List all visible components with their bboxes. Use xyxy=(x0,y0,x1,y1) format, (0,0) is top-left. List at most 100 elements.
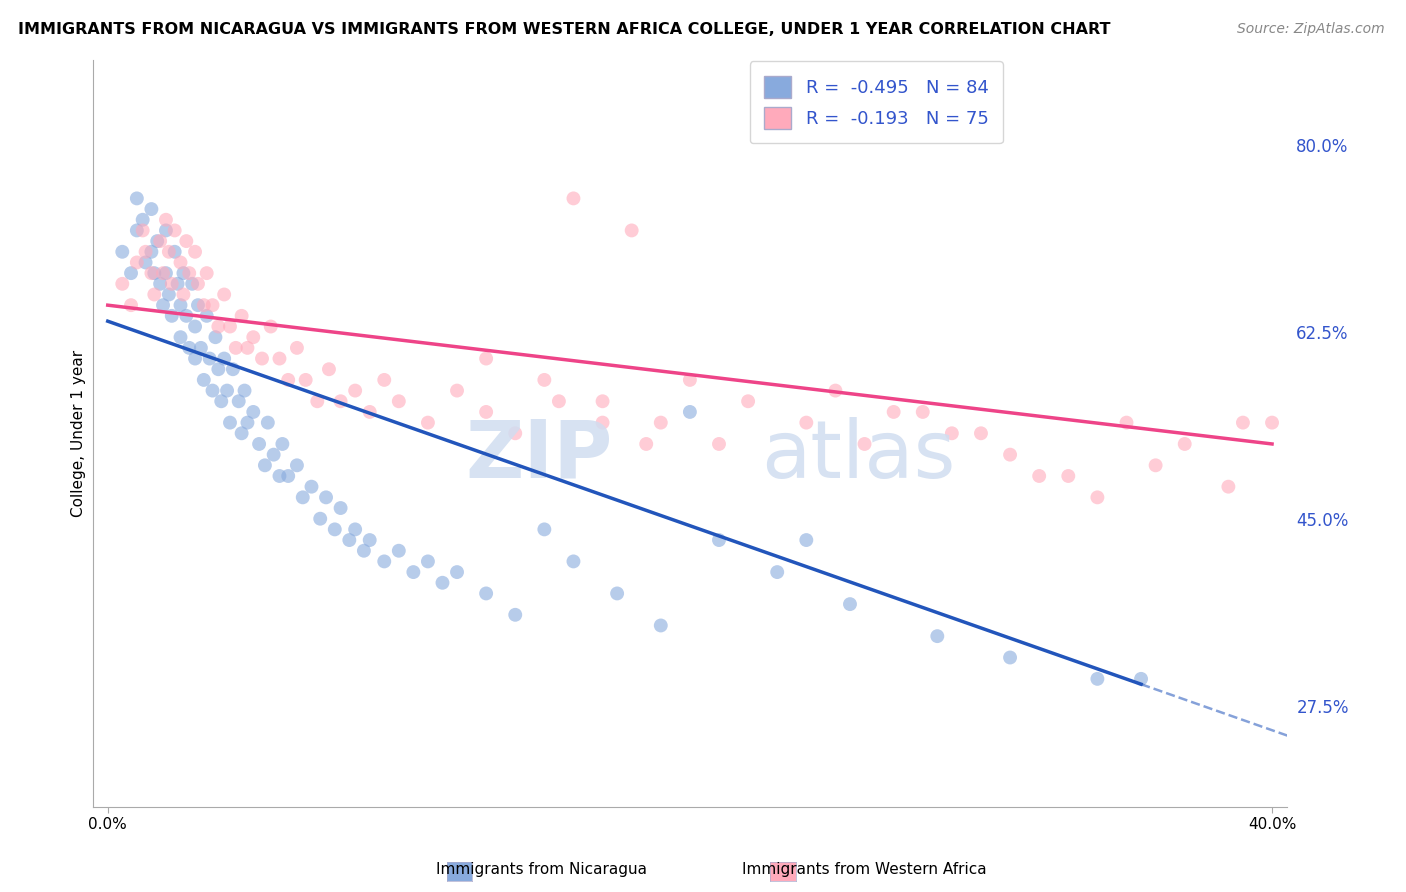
Point xyxy=(475,405,498,419)
Point xyxy=(707,437,730,451)
Point xyxy=(388,543,411,558)
Point xyxy=(388,394,411,409)
Point xyxy=(329,501,352,516)
Point xyxy=(155,266,177,280)
Point xyxy=(125,191,148,205)
Point xyxy=(201,384,224,398)
Point xyxy=(927,629,949,643)
Point xyxy=(228,394,250,409)
Point xyxy=(373,373,395,387)
Point xyxy=(179,341,201,355)
Point xyxy=(253,458,276,473)
Point xyxy=(446,565,468,579)
Point xyxy=(155,212,177,227)
Point xyxy=(157,287,180,301)
Point xyxy=(970,426,993,441)
Point xyxy=(839,597,862,611)
Point xyxy=(650,416,672,430)
Point xyxy=(475,586,498,600)
Point xyxy=(1087,491,1109,505)
Point xyxy=(998,650,1021,665)
Point xyxy=(373,554,395,568)
Point xyxy=(193,373,215,387)
Point xyxy=(416,416,439,430)
Point xyxy=(152,266,174,280)
Point xyxy=(269,351,291,366)
Point xyxy=(1218,480,1240,494)
Point xyxy=(562,554,585,568)
Point xyxy=(236,416,259,430)
Point xyxy=(263,448,285,462)
Point xyxy=(172,287,194,301)
Point xyxy=(181,277,204,291)
Point xyxy=(1144,458,1167,473)
Point xyxy=(120,298,142,312)
Point xyxy=(201,298,224,312)
Point xyxy=(503,607,526,622)
Point xyxy=(135,244,157,259)
Point xyxy=(315,491,337,505)
Point xyxy=(149,277,172,291)
Point xyxy=(285,341,308,355)
Point xyxy=(163,244,186,259)
Point xyxy=(131,223,153,237)
Point xyxy=(184,351,207,366)
Text: atlas: atlas xyxy=(762,417,956,495)
Point xyxy=(1057,469,1080,483)
Point xyxy=(141,244,163,259)
Point xyxy=(562,191,585,205)
Point xyxy=(592,394,614,409)
Point xyxy=(1261,416,1284,430)
Point xyxy=(125,255,148,269)
Point xyxy=(163,223,186,237)
Point xyxy=(141,266,163,280)
Point xyxy=(794,416,817,430)
Point xyxy=(187,298,209,312)
Point xyxy=(432,575,454,590)
Point xyxy=(650,618,672,632)
Point xyxy=(533,373,555,387)
Point xyxy=(636,437,658,451)
Point xyxy=(166,277,188,291)
Point xyxy=(359,405,381,419)
Point xyxy=(941,426,963,441)
Point xyxy=(344,522,367,536)
Point xyxy=(592,416,614,430)
Point xyxy=(198,351,221,366)
Point xyxy=(301,480,323,494)
Point xyxy=(337,533,360,547)
Point xyxy=(141,202,163,216)
Point xyxy=(231,426,253,441)
Point xyxy=(1130,672,1153,686)
Point xyxy=(794,533,817,547)
Point xyxy=(111,244,134,259)
Point xyxy=(620,223,643,237)
Point xyxy=(131,212,153,227)
Point xyxy=(157,244,180,259)
Point xyxy=(160,309,183,323)
Point xyxy=(236,341,259,355)
Point xyxy=(998,448,1021,462)
Point xyxy=(143,266,166,280)
Legend: R =  -0.495   N = 84, R =  -0.193   N = 75: R = -0.495 N = 84, R = -0.193 N = 75 xyxy=(749,62,1002,143)
Point xyxy=(204,330,226,344)
Point xyxy=(824,384,846,398)
Point xyxy=(294,373,316,387)
Point xyxy=(277,373,299,387)
Point xyxy=(242,405,264,419)
Point xyxy=(353,543,375,558)
Point xyxy=(149,234,172,248)
Point xyxy=(125,223,148,237)
Point xyxy=(120,266,142,280)
Point xyxy=(707,533,730,547)
Point xyxy=(606,586,628,600)
Point xyxy=(143,287,166,301)
Point xyxy=(1028,469,1050,483)
Point xyxy=(217,384,239,398)
Text: Immigrants from Nicaragua: Immigrants from Nicaragua xyxy=(436,863,647,877)
Y-axis label: College, Under 1 year: College, Under 1 year xyxy=(72,350,86,516)
Point xyxy=(1087,672,1109,686)
Point xyxy=(344,384,367,398)
Point xyxy=(475,351,498,366)
Point xyxy=(155,223,177,237)
